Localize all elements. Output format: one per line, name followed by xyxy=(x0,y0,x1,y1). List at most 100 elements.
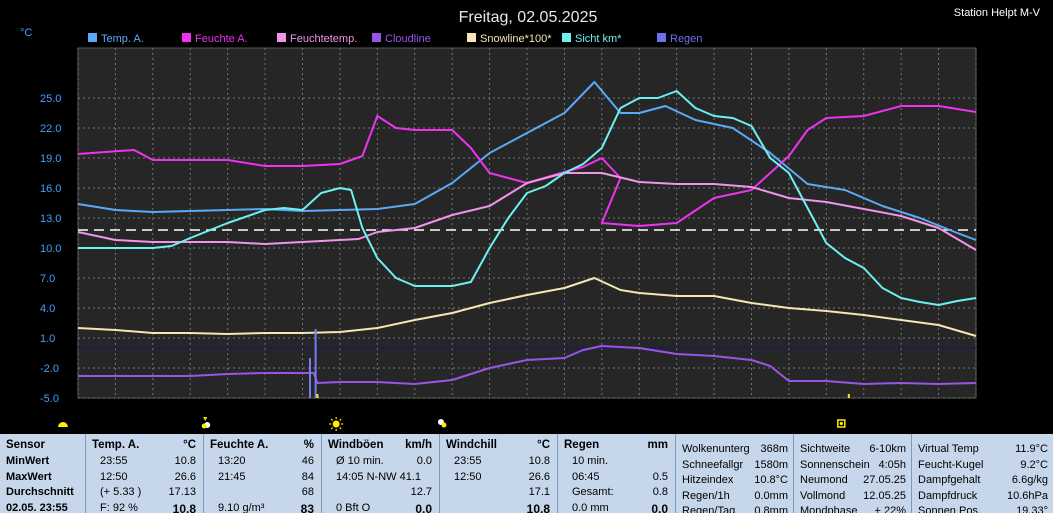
stats-row-label: Sonnenschein xyxy=(800,458,870,471)
stats-header-label: Windböen xyxy=(328,439,384,451)
stats-row-value: 10.8 xyxy=(526,501,550,513)
stats-row-value: 27.05.25 xyxy=(863,474,906,486)
stats-row-label: (+ 5.33 ) xyxy=(100,486,142,498)
stats-row: 12:50 26.6 xyxy=(446,471,554,487)
legend-swatch xyxy=(88,33,97,42)
stats-col-temp: Temp. A. °C 23:55 10.8 12:50 26.6 (+ 5.33 ) 17.… xyxy=(86,434,204,513)
stats-row-value: 6-10km xyxy=(869,443,906,455)
stats-row-value: 0.5 xyxy=(652,470,668,483)
stats-row-value: 68 xyxy=(301,486,314,498)
legend-label: Regen xyxy=(670,33,702,45)
stats-row-value: 26.6 xyxy=(528,470,550,483)
stats-row-label: Neumond xyxy=(800,474,848,486)
stats-header-unit: % xyxy=(303,439,314,451)
stats-row-label: Wolkenunterg xyxy=(682,443,750,455)
stats-row: Sichtweite 6-10km xyxy=(800,443,908,459)
stats-row-value: 0.0 xyxy=(416,455,432,467)
stats-row-label: Sonnen Pos. xyxy=(918,505,981,513)
stats-row-value: 11.9°C xyxy=(1015,443,1048,455)
stats-row-label: 23:55 xyxy=(454,455,482,467)
stats-row-value: 10.8 xyxy=(528,455,550,467)
y-tick-label: 1.0 xyxy=(40,333,55,345)
stats-row-value: 10.8 xyxy=(172,501,196,513)
stats-header-unit: °C xyxy=(183,439,196,451)
legend-swatch xyxy=(277,33,286,42)
stats-row: 17.1 xyxy=(446,486,554,502)
stats-row: F: 92 % 10.8 xyxy=(92,502,200,513)
y-axis-unit: °C xyxy=(20,27,32,39)
stats-row-label: 21:45 xyxy=(218,470,246,483)
stats-header-unit: km/h xyxy=(405,439,432,451)
sunrise-icon xyxy=(57,422,68,427)
stats-row: 06:45 0.5 xyxy=(564,471,672,487)
stats-col-sensor: Sensor MinWert MaxWert Durchschnitt 02.0… xyxy=(0,434,86,513)
sun-max-icon xyxy=(329,417,344,431)
stats-row-value: 0.0mm xyxy=(754,489,788,502)
y-tick-label: 4.0 xyxy=(40,303,55,315)
stats-row-value: 19.33° xyxy=(1016,505,1048,513)
stats-row-label: 12:50 xyxy=(454,470,482,483)
stats-row-value: 0.8mm xyxy=(754,505,788,513)
stats-header-unit: mm xyxy=(647,439,668,451)
legend-label: Snowline*100* xyxy=(480,33,552,45)
y-tick-label: 19.0 xyxy=(40,153,61,165)
chart-title: Freitag, 02.05.2025 xyxy=(459,9,598,26)
stats-row: 13:20 46 xyxy=(210,455,318,471)
stats-row-value: 17.13 xyxy=(168,486,196,498)
stats-row-value: 9.2°C xyxy=(1020,458,1048,471)
stats-header: Regen mm xyxy=(564,439,672,455)
stats-col-wolken: Wolkenunterg 368m Schneefallgr 1580m Hitzein… xyxy=(676,434,794,513)
stats-label: MaxWert xyxy=(6,470,52,483)
stats-row-label: Hitzeindex xyxy=(682,474,734,486)
legend-swatch xyxy=(372,33,381,42)
stats-row: Regen/Tag 0.8mm xyxy=(682,505,790,513)
stats-row-label: Gesamt: xyxy=(572,486,614,498)
stats-row: Virtual Temp 11.9°C xyxy=(918,443,1050,459)
moonrise-icon xyxy=(201,417,211,429)
y-tick-label: 22.0 xyxy=(40,123,61,135)
stats-header-label: Regen xyxy=(564,439,600,451)
stats-row: Feucht-Kugel 9.2°C xyxy=(918,459,1050,475)
y-tick-label: -2.0 xyxy=(40,363,59,375)
stats-row-value: 0.0 xyxy=(415,501,432,513)
stats-col-sicht: Sichtweite 6-10km Sonnenschein 4:05h Neumond… xyxy=(794,434,912,513)
stats-row: 14:05 N-NW 41.1 xyxy=(328,471,436,487)
stats-row: Dampfdruck 10.6hPa xyxy=(918,490,1050,506)
stats-row-value: 83 xyxy=(300,501,314,513)
legend-label: Feuchte A. xyxy=(195,33,248,45)
stats-row-label: Virtual Temp xyxy=(918,443,979,455)
stats-row-value: + 22% xyxy=(874,505,907,513)
stats-header-unit: °C xyxy=(537,439,550,451)
legend-label: Sicht km* xyxy=(575,33,622,45)
stats-row: 10.8 xyxy=(446,502,554,513)
stats-row-label: 23:55 xyxy=(100,455,128,467)
weather-chart: 25.0 22.0 19.0 16.0 13.0 10.0 7.0 4.0 1.0 -2.0 -5.… xyxy=(20,7,1041,431)
legend-swatch xyxy=(657,33,666,42)
stats-row-label: Feucht-Kugel xyxy=(918,458,984,471)
station-name: Station Helpt M-V xyxy=(954,7,1041,19)
stats-row-label: 0.0 mm xyxy=(572,501,609,513)
stats-row-label: F: 92 % xyxy=(100,501,138,513)
stats-row: Wolkenunterg 368m xyxy=(682,443,790,459)
stats-row-label: Vollmond xyxy=(800,489,846,502)
stats-row: Sonnenschein 4:05h xyxy=(800,459,908,475)
stats-row: 23:55 10.8 xyxy=(92,455,200,471)
stats-row-label: 10 min. xyxy=(572,455,609,467)
stats-row: 0.0 mm 0.0 xyxy=(564,502,672,513)
stats-row: Ø 10 min. 0.0 xyxy=(328,455,436,471)
series-line-5 xyxy=(78,90,977,306)
stats-row-value: 4:05h xyxy=(878,458,906,471)
stats-row-label: Regen/1h xyxy=(682,489,730,502)
stats-row: 23:55 10.8 xyxy=(446,455,554,471)
sunset-icon xyxy=(837,419,846,428)
legend-label: Cloudline xyxy=(385,33,431,45)
series-line-2 xyxy=(77,172,977,251)
stats-row-value: 10.6hPa xyxy=(1007,489,1048,502)
stats-col-chill: Windchill °C 23:55 10.8 12:50 26.6 17.1 10.8 xyxy=(440,434,558,513)
stats-header-label: Temp. A. xyxy=(92,439,140,451)
y-tick-label: 10.0 xyxy=(40,243,61,255)
stats-row-value: 1580m xyxy=(754,458,788,471)
stats-col-virtual: Virtual Temp 11.9°C Feucht-Kugel 9.2°C Dampf… xyxy=(912,434,1053,513)
stats-header: Temp. A. °C xyxy=(92,439,200,455)
stats-header: Windchill °C xyxy=(446,439,554,455)
